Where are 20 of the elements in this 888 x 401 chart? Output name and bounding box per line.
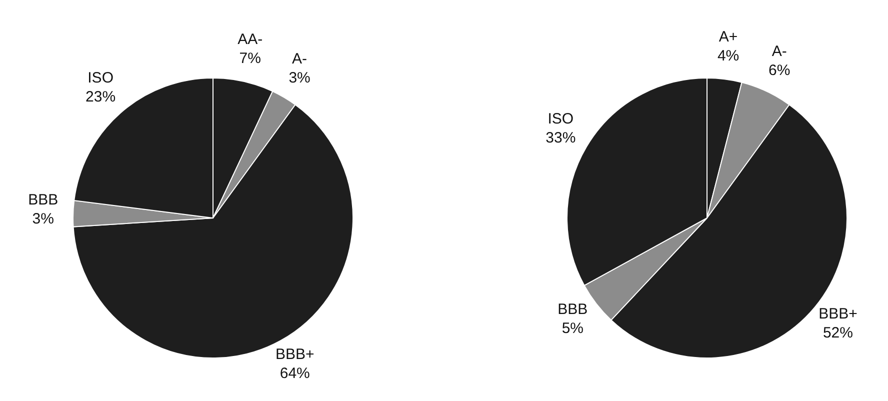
slice-label: A+ xyxy=(718,28,738,46)
data-label: 7% xyxy=(239,50,261,68)
slice-label: AA- xyxy=(238,31,263,48)
slice-label: A- xyxy=(772,43,787,60)
slice-label: ISO xyxy=(548,110,574,128)
data-label: 3% xyxy=(288,70,310,87)
slice-label: BBB xyxy=(28,192,58,209)
data-label: 64% xyxy=(280,364,310,382)
slice-label: BBB xyxy=(558,301,588,318)
slice-label: BBB+ xyxy=(818,305,858,322)
data-label: 5% xyxy=(562,320,584,338)
data-label: 52% xyxy=(822,324,854,342)
data-label: 23% xyxy=(86,88,116,106)
slice-label: ISO xyxy=(88,69,114,86)
slice-label: A- xyxy=(292,50,308,68)
data-label: 33% xyxy=(546,129,576,146)
slice-label: BBB+ xyxy=(276,346,315,363)
data-label: 4% xyxy=(717,47,740,64)
data-label: 6% xyxy=(768,62,790,80)
data-label: 3% xyxy=(32,210,54,228)
